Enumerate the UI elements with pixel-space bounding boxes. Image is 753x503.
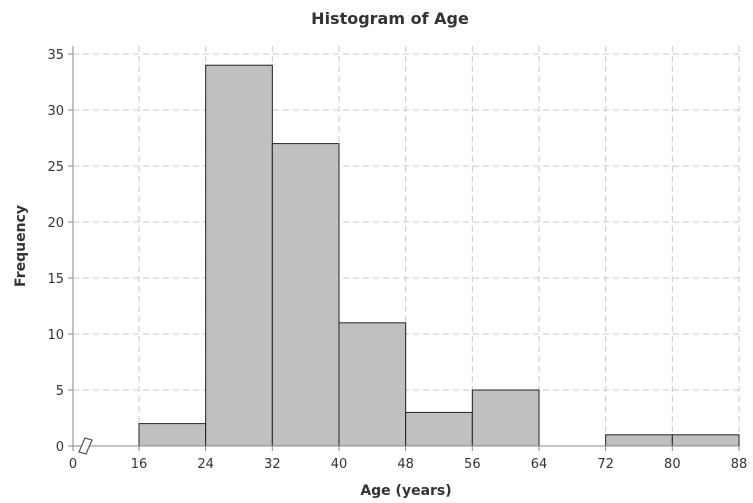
x-axis-label: Age (years) [360,483,451,499]
x-tick-label: 64 [531,457,548,472]
x-tick-label: 24 [197,457,214,472]
x-tick-label: 16 [131,457,148,472]
y-tick-label: 5 [56,384,64,399]
axes [72,46,740,447]
y-tick-label: 25 [47,160,64,175]
x-tick-label: 40 [331,457,348,472]
y-tick-label: 30 [47,104,64,119]
y-tick-label: 10 [47,328,64,343]
y-axis-label: Frequency [13,205,29,287]
x-tick-label: 48 [397,457,414,472]
x-tick-label: 88 [731,457,748,472]
ticks: 0 5 10 15 20 25 30 35 0 16 24 32 40 48 56 64 72 80 88 [47,48,747,472]
bars [138,64,740,447]
x-tick-label: 72 [597,457,614,472]
histogram-bar-72-80 [605,434,673,447]
grid-lines [73,46,740,446]
histogram-bar-56-64 [471,389,540,447]
histogram-bar-32-40 [271,143,340,447]
x-tick-label: 0 [69,457,77,472]
histogram-bar-80-88 [671,434,740,447]
x-tick-label: 80 [664,457,681,472]
histogram-bar-16-24 [138,423,207,447]
histogram-bar-48-56 [405,411,473,447]
axis-break-icon [78,437,93,455]
x-tick-label: 56 [464,457,481,472]
histogram-bar-24-32 [205,64,273,447]
y-tick-label: 0 [56,440,64,455]
y-tick-label: 35 [47,48,64,63]
y-tick-label: 15 [47,272,64,287]
histogram-bar-40-48 [338,322,407,447]
chart-title: Histogram of Age [311,9,469,28]
x-tick-label: 32 [264,457,281,472]
y-tick-label: 20 [47,216,64,231]
